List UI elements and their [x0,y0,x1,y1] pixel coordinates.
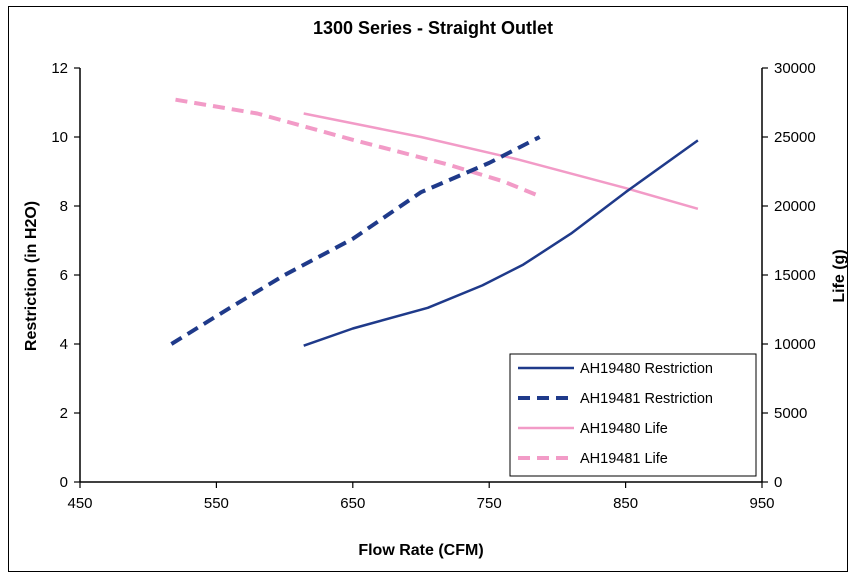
y2-tick-label: 10000 [774,336,816,353]
x-tick-label: 750 [477,495,502,512]
y-axis-label: Restriction (in H2O) [23,201,40,351]
legend-label: AH19481 Restriction [580,391,713,407]
y2-tick-label: 25000 [774,129,816,146]
legend-label: AH19480 Life [580,421,668,437]
y-tick-label: 10 [51,129,68,146]
series-line-ah19480-restriction [303,139,699,347]
series-line-ah19481-restriction [170,135,541,346]
y2-tick-label: 30000 [774,60,816,77]
y-tick-label: 2 [60,405,68,422]
legend-box [509,353,757,477]
series-line-ah19480-life [303,112,699,211]
chart-frame [8,6,848,572]
legend-label: AH19481 Life [580,451,668,467]
y2-tick-label: 15000 [774,267,816,284]
y2-axis-label: Life (g) [831,249,848,302]
x-tick-label: 850 [613,495,638,512]
y2-tick-label: 5000 [774,405,807,422]
y-tick-label: 4 [60,336,68,353]
y-tick-label: 6 [60,267,68,284]
x-tick-label: 650 [340,495,365,512]
y2-tick-label: 20000 [774,198,816,215]
legend: AH19480 Restriction AH19481 Restriction AH… [509,353,757,477]
y-tick-label: 12 [51,60,68,77]
x-tick-label: 550 [204,495,229,512]
x-tick-label: 450 [67,495,92,512]
legend-label: AH19480 Restriction [580,361,713,377]
series-line-ah19481-life [175,97,538,197]
chart-title: 1300 Series - Straight Outlet [313,18,553,38]
y-tick-label: 0 [60,474,68,491]
y2-tick-label: 0 [774,474,782,491]
x-axis-label: Flow Rate (CFM) [358,542,483,559]
y-tick-label: 8 [60,198,68,215]
x-tick-label: 950 [749,495,774,512]
